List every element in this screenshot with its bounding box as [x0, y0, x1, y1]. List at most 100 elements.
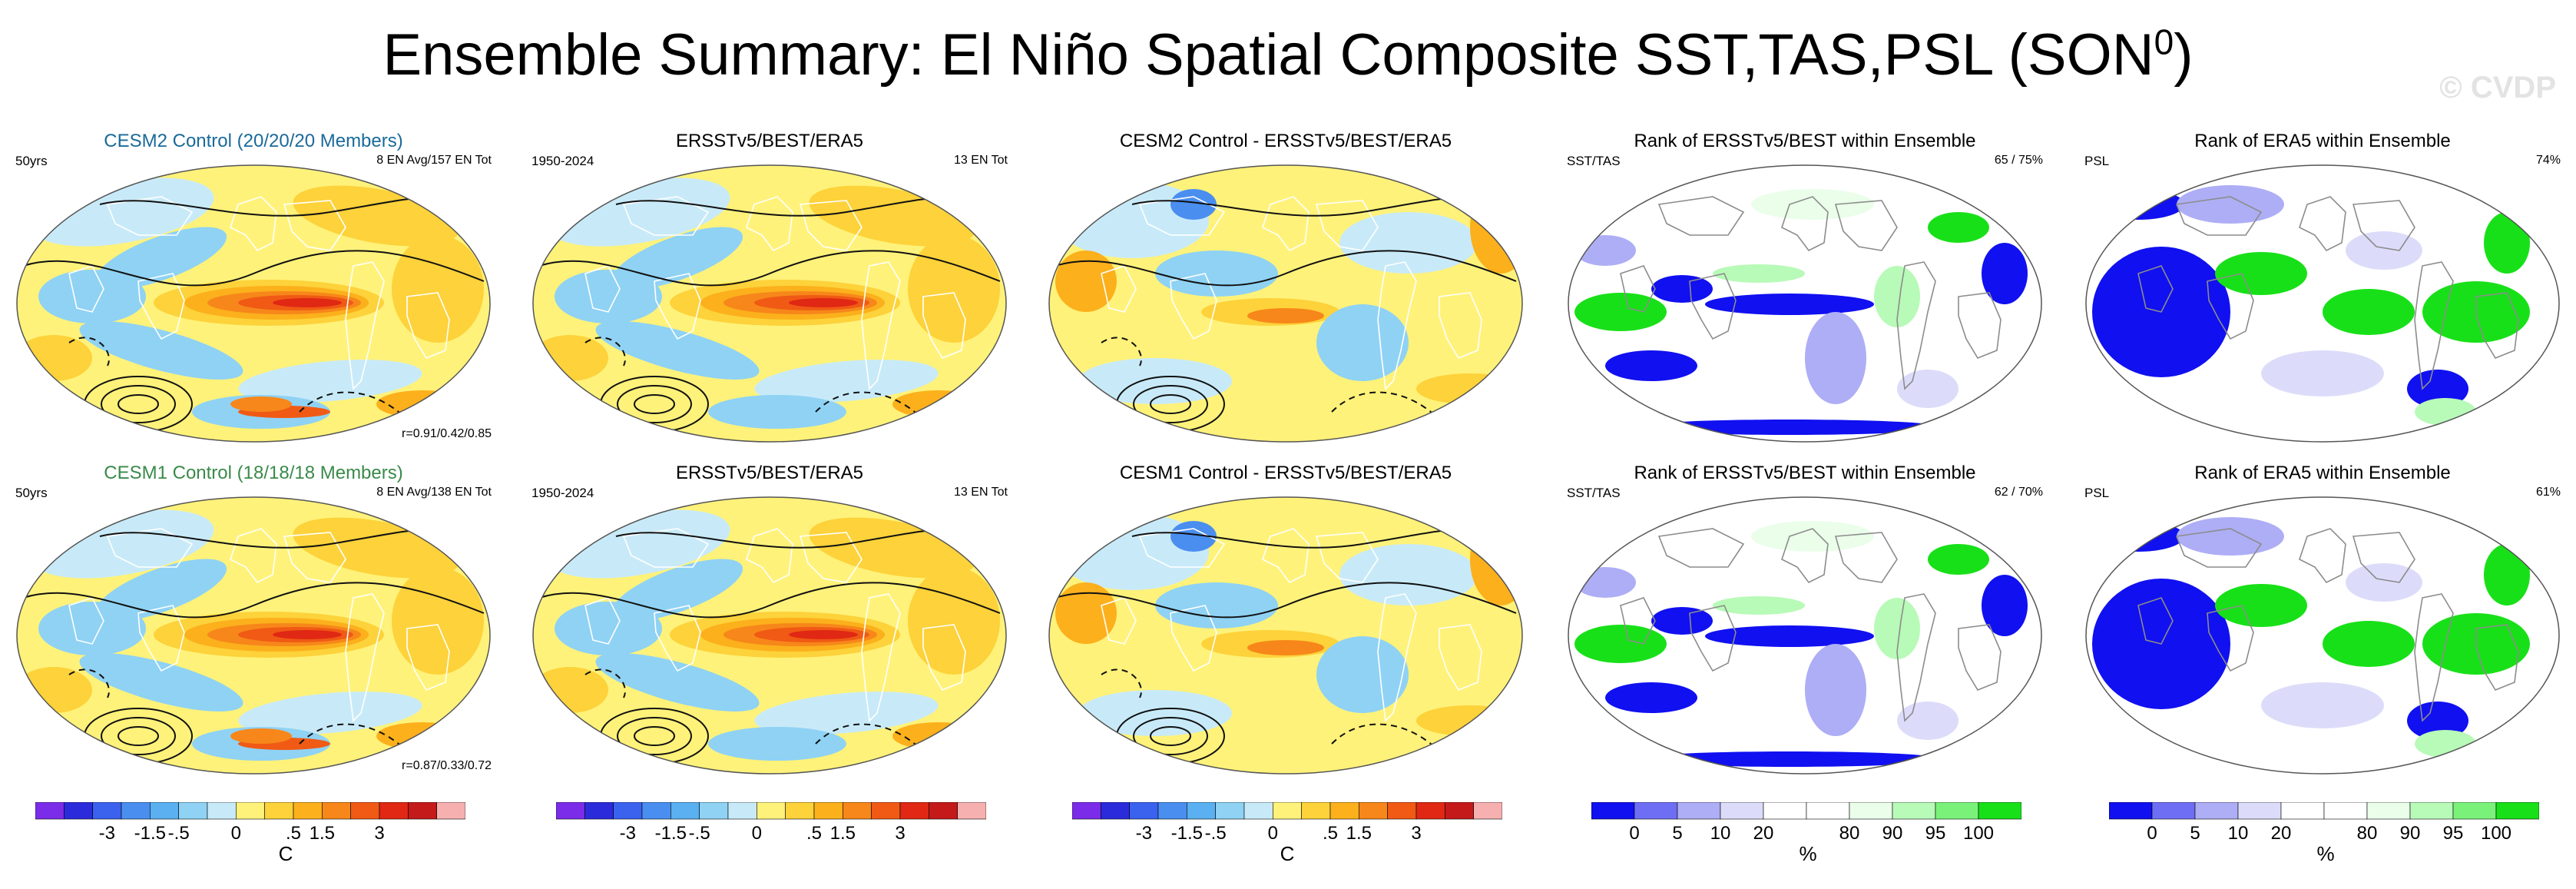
colorbar-swatch: [1415, 802, 1445, 820]
colorbar-tick-label: 100: [2481, 823, 2511, 844]
panel-left-label: 50yrs: [15, 154, 48, 168]
colorbar-swatch: [379, 802, 409, 820]
panel-title: Rank of ERSSTv5/BEST within Ensemble: [1634, 131, 1976, 151]
colorbar-swatch: [2495, 802, 2539, 820]
panel-left-label: SST/TAS: [1567, 154, 1621, 168]
colorbar-tick-label: -3: [1136, 823, 1152, 844]
panel-rank-psl: Rank of ERA5 within Ensemble PSL 74%: [2077, 131, 2568, 453]
colorbar-tick-label: .5: [286, 823, 301, 844]
map-rank-psl: [2077, 158, 2568, 449]
colorbar-tick-label: 0: [2147, 823, 2157, 844]
colorbar-swatch: [350, 802, 380, 820]
map-rank-sst-tas: [1559, 490, 2051, 781]
colorbar-tick-label: 20: [2271, 823, 2292, 844]
panel-left-label: 50yrs: [15, 486, 48, 500]
colorbar-swatch: [813, 802, 843, 820]
colorbar-temperature: -3 -1.5 -.5 0 .5 1.5 3 C: [35, 802, 465, 887]
map-obs: [524, 490, 1015, 781]
colorbar-swatch: [1591, 802, 1635, 820]
panel-title: CESM2 Control - ERSSTv5/BEST/ERA5: [1119, 131, 1452, 151]
panel-title: Rank of ERA5 within Ensemble: [2194, 131, 2451, 151]
colorbar-tick-label: 0: [752, 823, 762, 844]
colorbar-swatch: [293, 802, 323, 820]
colorbar-tick-label: 0: [231, 823, 241, 844]
colorbar-unit: C: [278, 842, 293, 865]
colorbar-tick-label: 80: [1839, 823, 1860, 844]
colorbar-swatch: [408, 802, 437, 820]
colorbar-tick-label: 95: [1925, 823, 1946, 844]
colorbar-swatch: [436, 802, 465, 820]
colorbar-swatch: [1720, 802, 1764, 820]
colorbar-swatch: [1273, 802, 1302, 820]
colorbar-tick-label: -.5: [1205, 823, 1227, 844]
colorbar-swatch: [92, 802, 122, 820]
cvdp-watermark: © CVDP: [2439, 71, 2556, 104]
panel-left-label: PSL: [2084, 154, 2110, 168]
colorbar-swatch: [64, 802, 93, 820]
colorbar-swatch: [584, 802, 614, 820]
colorbar-tick-label: 1.5: [830, 823, 856, 844]
colorbar-swatch: [264, 802, 294, 820]
colorbar-swatch: [35, 802, 65, 820]
colorbar-tick-label: 100: [1963, 823, 1994, 844]
colorbar-tick-label: -3: [620, 823, 636, 844]
colorbar-swatch: [1329, 802, 1359, 820]
colorbar-swatch: [641, 802, 671, 820]
colorbar-tick-label: 0: [1268, 823, 1278, 844]
colorbar-swatch: [1445, 802, 1474, 820]
colorbar-tick-label: 20: [1753, 823, 1774, 844]
map-rank-psl: [2077, 490, 2568, 781]
colorbar-swatch: [727, 802, 757, 820]
colorbar-swatch: [899, 802, 929, 820]
colorbar-swatch: [2323, 802, 2368, 820]
colorbar-rank: 0 5 10 20 80 90 95 100 %: [2109, 802, 2539, 887]
colorbar-swatch: [2280, 802, 2325, 820]
map-difference: [1040, 490, 1531, 781]
colorbar-tick-label: 5: [1672, 823, 1682, 844]
colorbar-unit: %: [2316, 842, 2335, 865]
page-title: Ensemble Summary: El Niño Spatial Compos…: [382, 22, 2194, 88]
colorbar-swatch: [1677, 802, 1721, 820]
map-cesm1-control: [8, 490, 499, 781]
colorbar-swatch: [2194, 802, 2239, 820]
colorbar-swatch: [670, 802, 700, 820]
colorbar-swatch: [1243, 802, 1273, 820]
colorbar-swatch: [1101, 802, 1130, 820]
colorbar-swatch: [1978, 802, 2021, 820]
panel-rank-sst-tas: Rank of ERSSTv5/BEST within Ensemble SST…: [1559, 463, 2051, 785]
colorbar-swatch: [2237, 802, 2282, 820]
colorbar-tick-label: 90: [1882, 823, 1903, 844]
colorbar-tick-label: 3: [895, 823, 905, 844]
colorbar-swatch: [1215, 802, 1245, 820]
colorbar-swatch: [1187, 802, 1216, 820]
panel-title: ERSSTv5/BEST/ERA5: [675, 463, 864, 483]
colorbar-swatch: [699, 802, 729, 820]
colorbar-swatch: [785, 802, 815, 820]
colorbar-swatch: [207, 802, 237, 820]
panel-cesm1-control: CESM1 Control (18/18/18 Members) 50yrs 8…: [8, 463, 499, 785]
panel-obs: ERSSTv5/BEST/ERA5 1950-2024 13 EN Tot: [524, 131, 1015, 453]
colorbar-swatch: [1359, 802, 1388, 820]
panel-title: Rank of ERSSTv5/BEST within Ensemble: [1634, 463, 1976, 483]
colorbar-tick-label: 5: [2190, 823, 2200, 844]
panel-obs: ERSSTv5/BEST/ERA5 1950-2024 13 EN Tot: [524, 463, 1015, 785]
colorbar-temp: -3 -1.5 -.5 0 .5 1.5 3: [556, 802, 986, 844]
panel-title: ERSSTv5/BEST/ERA5: [675, 131, 864, 151]
colorbar-swatch: [1072, 802, 1101, 820]
colorbar-swatch: [1157, 802, 1187, 820]
colorbar-swatch: [843, 802, 872, 820]
panel-title: CESM1 Control (18/18/18 Members): [104, 463, 403, 483]
colorbar-swatch: [121, 802, 151, 820]
panel-left-label: PSL: [2084, 486, 2110, 500]
colorbar-tick-label: 95: [2443, 823, 2464, 844]
map-cesm2-control: [8, 158, 499, 449]
colorbar-tick-label: 3: [374, 823, 384, 844]
panel-right-label: 74%: [2535, 154, 2561, 167]
colorbar-swatch: [2366, 802, 2411, 820]
colorbar-swatch: [1849, 802, 1893, 820]
panel-title: CESM1 Control - ERSSTv5/BEST/ERA5: [1119, 463, 1452, 483]
colorbar-swatch: [1935, 802, 1979, 820]
panel-left-label: SST/TAS: [1567, 486, 1621, 500]
panel-rank-sst-tas: Rank of ERSSTv5/BEST within Ensemble SST…: [1559, 131, 2051, 453]
map-difference: [1040, 158, 1531, 449]
